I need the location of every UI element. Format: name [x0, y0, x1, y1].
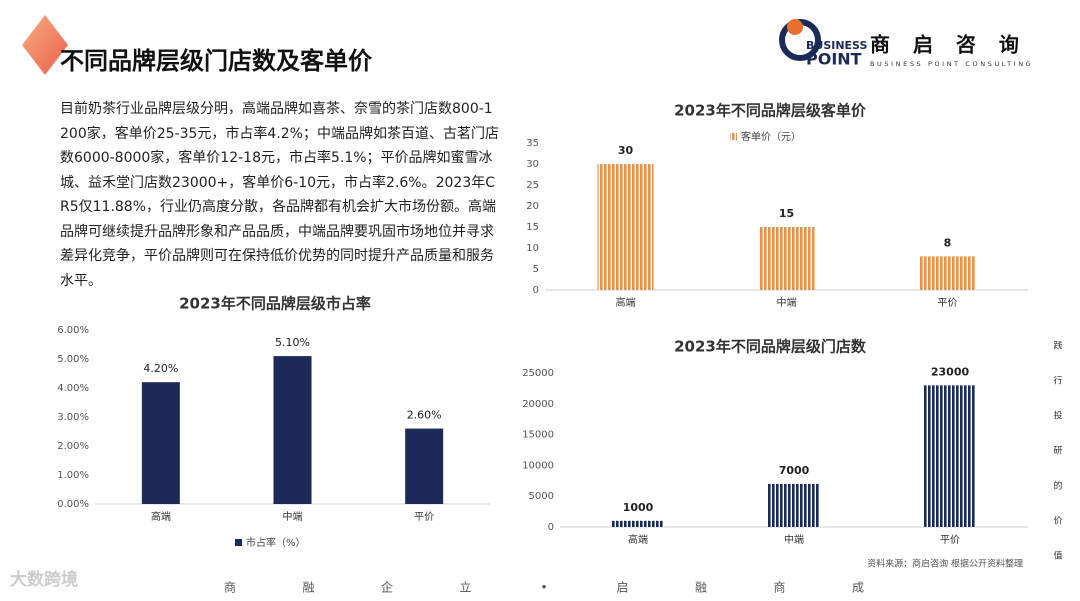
y-tick-label: 6.00%: [57, 325, 89, 336]
header-decoration: [22, 15, 68, 75]
data-label: 4.20%: [143, 362, 178, 375]
legend-swatch: [235, 539, 242, 546]
side-char: 研: [1053, 446, 1062, 457]
data-label: 30: [618, 144, 634, 157]
footer-char: 融: [695, 581, 707, 595]
y-tick-label: 15000: [522, 430, 554, 441]
y-tick-label: 0.00%: [57, 499, 89, 510]
bar: [919, 256, 976, 290]
chart-title: 2023年不同品牌层级门店数: [674, 338, 867, 356]
logo-name: 商 启 咨 询: [870, 33, 1027, 57]
bar: [141, 382, 180, 504]
y-tick-label: 10000: [522, 460, 554, 471]
chart-title: 2023年不同品牌层级客单价: [674, 102, 867, 120]
y-tick-label: 4.00%: [57, 383, 89, 394]
data-label: 15: [779, 207, 794, 220]
legend-label: 市占率（%）: [246, 536, 306, 549]
footer-char: 立: [459, 580, 471, 595]
x-tick-label: 中端: [784, 533, 804, 546]
footer-char: 商: [224, 580, 236, 595]
logo-brand-top: BUSINESS: [806, 39, 867, 52]
y-tick-label: 0: [548, 522, 554, 533]
bar: [758, 227, 815, 290]
legend-label: 客单价（元）: [741, 130, 801, 143]
legend: 市占率（%）: [235, 536, 306, 549]
logo-tagline: BUSINESS POINT CONSULTING: [870, 60, 1033, 68]
bar: [768, 483, 820, 527]
x-tick-label: 平价: [940, 534, 960, 546]
x-tick-label: 平价: [938, 297, 958, 309]
data-label: 7000: [779, 464, 810, 477]
logo-dot: [787, 19, 803, 35]
x-tick-label: 高端: [151, 510, 171, 523]
footer-char: 成: [852, 581, 864, 595]
y-tick-label: 5: [533, 264, 539, 275]
x-tick-label: 中端: [283, 510, 303, 523]
side-char: 的: [1053, 480, 1062, 492]
y-tick-label: 20: [526, 201, 539, 212]
y-tick-label: 0: [533, 285, 539, 296]
side-char: 行: [1053, 375, 1062, 387]
footer-char: 启: [616, 581, 628, 595]
x-tick-label: 平价: [414, 511, 434, 523]
footer-char: 融: [302, 581, 314, 595]
bar: [924, 385, 976, 527]
data-label: 8: [944, 236, 952, 249]
watermark: 大数跨境: [10, 569, 78, 590]
y-tick-label: 20000: [522, 399, 554, 410]
logo-brand-bottom: POINT: [806, 50, 862, 69]
logo: BUSINESS POINT 商 启 咨 询 BUSINESS POINT CO…: [779, 19, 1033, 69]
footer-char: 企: [381, 580, 393, 595]
x-tick-label: 高端: [628, 533, 648, 546]
side-char: 投: [1053, 410, 1062, 422]
side-char: 践: [1053, 340, 1062, 352]
y-tick-label: 5.00%: [57, 354, 89, 365]
data-label: 2.60%: [407, 409, 442, 422]
y-tick-label: 1.00%: [57, 470, 89, 481]
footer-char: •: [540, 581, 547, 595]
bar: [597, 164, 654, 290]
page-title: 不同品牌层级门店数及客单价: [60, 47, 373, 75]
x-tick-label: 中端: [777, 296, 797, 309]
legend: 客单价（元）: [730, 130, 801, 143]
y-tick-label: 5000: [529, 491, 554, 502]
y-tick-label: 2.00%: [57, 441, 89, 452]
y-tick-label: 30: [526, 159, 539, 170]
data-label: 5.10%: [275, 336, 310, 349]
y-tick-label: 35: [526, 138, 539, 149]
side-char: 价: [1053, 516, 1062, 527]
intro-paragraph: 目前奶茶行业品牌层级分明，高端品牌如喜茶、奈雪的茶门店数800-1200家，客单…: [60, 101, 499, 289]
y-tick-label: 15: [526, 222, 539, 233]
legend-swatch: [730, 133, 737, 140]
data-label: 1000: [623, 501, 654, 514]
y-tick-label: 25: [526, 180, 539, 191]
x-tick-label: 高端: [616, 296, 636, 309]
chart-title: 2023年不同品牌层级市占率: [179, 295, 371, 313]
y-tick-label: 3.00%: [57, 412, 89, 423]
side-char: 值: [1053, 550, 1062, 562]
footer-char: 商: [773, 580, 785, 595]
data-label: 23000: [931, 365, 970, 378]
source-note: 资料来源：商启咨询 根据公开资料整理: [867, 558, 1023, 570]
bar: [405, 428, 444, 504]
y-tick-label: 25000: [522, 368, 554, 379]
bar: [612, 520, 664, 527]
bar: [273, 356, 312, 504]
y-tick-label: 10: [526, 243, 539, 254]
